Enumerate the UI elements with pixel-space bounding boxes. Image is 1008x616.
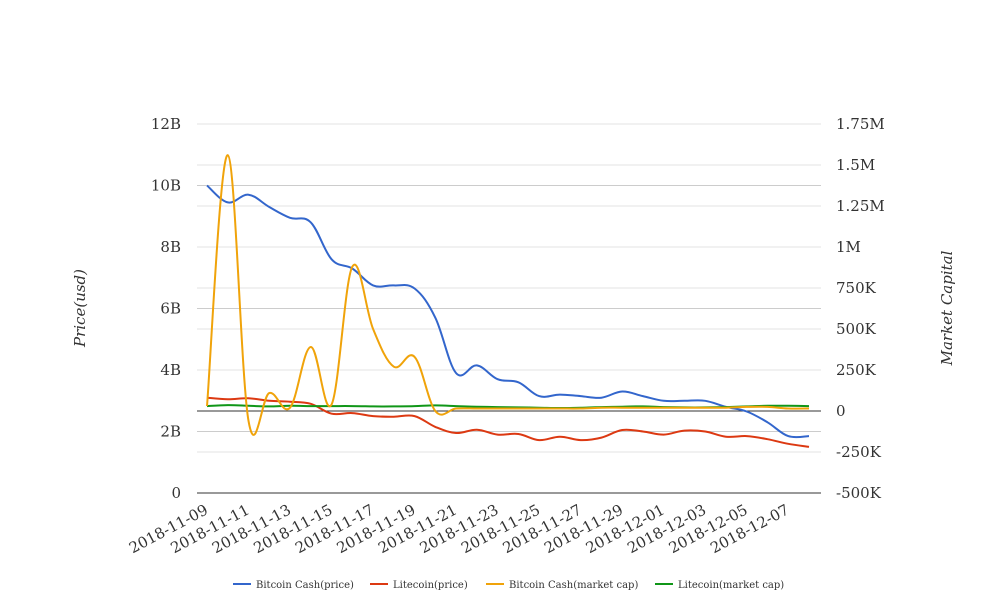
y-right-tick-label: 750K: [836, 279, 877, 297]
y-axis-right-ticks: -500K -250K 0 250K 500K 750K 1M 1.25M 1.5M 1.75M: [836, 115, 885, 502]
grid-lines: [197, 123, 821, 494]
y-axis-left-title: Price(usd): [71, 269, 89, 348]
series-line-2: [206, 154, 810, 436]
y-right-tick-label: 1.75M: [836, 115, 885, 133]
y-axis-right-title: Market Capital: [938, 250, 956, 366]
y-right-tick-label: 500K: [836, 320, 877, 338]
series-line-1: [206, 396, 810, 448]
y-right-tick-label: 0: [836, 402, 846, 420]
y-right-tick-label: -500K: [836, 484, 882, 502]
series-line-0: [206, 184, 810, 439]
x-axis-ticks: 2018-11-092018-11-112018-11-132018-11-15…: [126, 501, 792, 557]
y-right-tick-label: -250K: [836, 443, 882, 461]
y-left-tick-label: 2B: [160, 423, 181, 441]
y-left-tick-label: 4B: [160, 361, 181, 379]
series-lines: [206, 154, 810, 448]
y-right-tick-label: 1M: [836, 238, 861, 256]
y-left-tick-label: 10B: [151, 177, 181, 195]
legend-label: Litecoin(market cap): [678, 580, 784, 591]
y-left-tick-label: 12B: [151, 115, 181, 133]
y-right-tick-label: 250K: [836, 361, 877, 379]
legend: Bitcoin Cash(price) Litecoin(price) Bitcoi…: [233, 580, 784, 591]
legend-label: Bitcoin Cash(market cap): [509, 580, 638, 591]
legend-label: Litecoin(price): [393, 580, 468, 591]
y-right-tick-label: 1.5M: [836, 156, 875, 174]
y-axis-left-ticks: 0 2B 4B 6B 8B 10B 12B: [151, 115, 181, 502]
y-left-tick-label: 0: [171, 484, 181, 502]
y-right-tick-label: 1.25M: [836, 197, 885, 215]
y-left-tick-label: 6B: [160, 300, 181, 318]
legend-label: Bitcoin Cash(price): [256, 580, 354, 591]
y-left-tick-label: 8B: [160, 238, 181, 256]
